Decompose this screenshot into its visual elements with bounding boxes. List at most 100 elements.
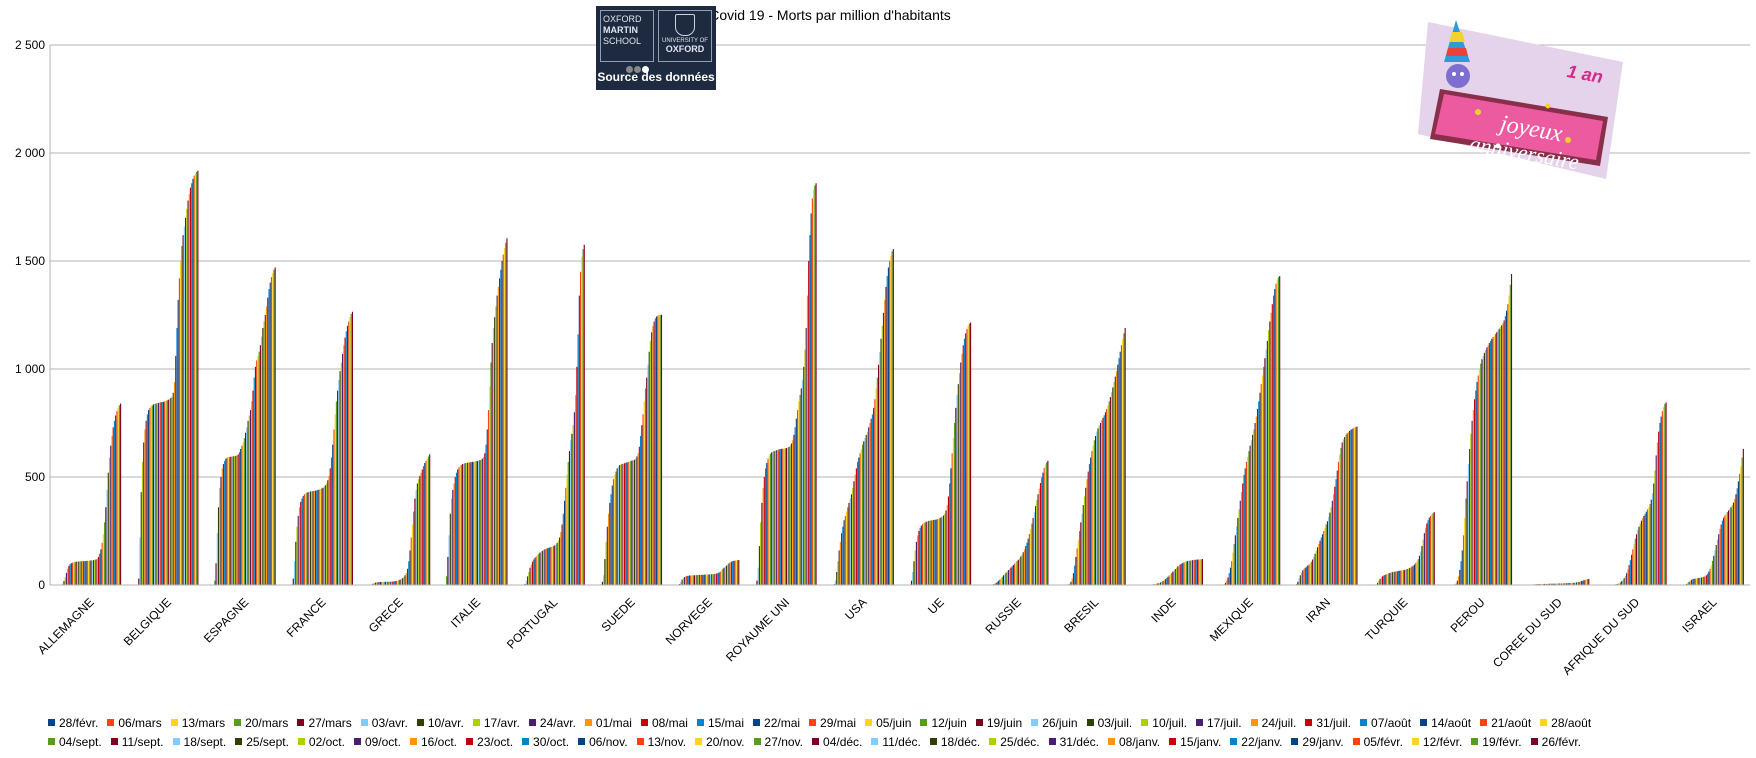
legend-item: 30/oct. <box>522 735 569 749</box>
bar-2-25 <box>241 445 243 585</box>
bar-9-19 <box>774 450 776 585</box>
bar-5-52 <box>506 238 508 585</box>
bar-1-32 <box>172 392 174 585</box>
bar-2-31 <box>248 415 250 585</box>
legend-swatch <box>1141 719 1149 726</box>
bar-3-10 <box>300 501 302 585</box>
bar-8-33 <box>714 573 716 585</box>
bar-10-7 <box>837 561 839 585</box>
bar-21-36 <box>1723 517 1725 585</box>
bar-3-25 <box>318 489 320 585</box>
bar-7-52 <box>660 314 663 585</box>
legend-label: 03/avr. <box>371 716 408 730</box>
bar-9-4 <box>756 580 758 585</box>
bar-13-42 <box>1112 387 1114 585</box>
bar-5-30 <box>479 460 481 585</box>
bar-10-18 <box>850 494 853 585</box>
y-tick-label: 0 <box>38 578 45 592</box>
bar-13-44 <box>1114 376 1116 585</box>
bar-8-4 <box>679 583 681 585</box>
bar-8-50 <box>735 560 737 585</box>
bar-0-21 <box>81 561 83 585</box>
bar-12-18 <box>1005 572 1007 585</box>
bar-7-35 <box>640 435 642 585</box>
x-category-label: USA <box>842 595 869 622</box>
bar-18-49 <box>1507 304 1509 585</box>
party-hat-icon <box>1444 20 1470 88</box>
legend-swatch <box>695 738 703 745</box>
bar-1-28 <box>167 399 169 585</box>
bar-6-43 <box>572 425 574 585</box>
bar-6-28 <box>554 545 556 585</box>
bar-9-38 <box>798 401 800 585</box>
bar-19-48 <box>1583 580 1585 585</box>
bar-2-38 <box>257 356 259 585</box>
bar-20-16 <box>1621 581 1623 585</box>
bar-18-7 <box>1455 583 1457 585</box>
bar-7-47 <box>654 318 656 585</box>
bar-11-37 <box>951 453 953 585</box>
bar-3-46 <box>344 337 346 585</box>
bar-17-27 <box>1402 570 1405 585</box>
bar-1-15 <box>151 405 153 585</box>
bar-12-10 <box>995 582 997 585</box>
bar-20-14 <box>1618 583 1620 585</box>
bar-8-25 <box>704 574 707 585</box>
bar-16-17 <box>1313 556 1315 585</box>
bar-4-50 <box>426 458 428 585</box>
legend-label: 12/févr. <box>1422 735 1463 749</box>
bar-12-16 <box>1002 575 1005 585</box>
bar-17-39 <box>1417 559 1419 585</box>
bar-16-26 <box>1324 527 1326 585</box>
bar-6-5 <box>525 580 527 585</box>
bars <box>60 170 1744 586</box>
oxford-martin-logo[interactable]: OXFORD MARTIN SCHOOL UNIVERSITY OF OXFOR… <box>596 6 716 90</box>
bar-6-26 <box>551 546 553 585</box>
bar-11-51 <box>968 323 970 585</box>
bar-15-48 <box>1274 289 1276 585</box>
bar-17-11 <box>1383 575 1385 585</box>
bar-4-37 <box>410 537 412 585</box>
bar-5-23 <box>470 462 472 585</box>
bar-13-13 <box>1076 548 1078 585</box>
bar-13-47 <box>1118 358 1120 585</box>
bar-2-42 <box>262 327 264 585</box>
bar-2-21 <box>236 455 238 585</box>
bar-14-22 <box>1164 579 1167 585</box>
bar-19-45 <box>1579 581 1581 585</box>
bar-8-49 <box>734 560 736 585</box>
legend-swatch <box>865 719 873 726</box>
bar-8-37 <box>719 571 721 585</box>
bar-1-12 <box>148 410 150 585</box>
bar-16-39 <box>1340 447 1342 585</box>
bar-5-32 <box>481 458 483 585</box>
legend-label: 13/mars <box>181 716 226 730</box>
bar-12-39 <box>1031 523 1033 585</box>
bar-7-12 <box>611 485 613 585</box>
bar-17-19 <box>1393 571 1395 585</box>
bar-12-38 <box>1030 529 1032 585</box>
y-tick-label: 2 500 <box>15 38 45 52</box>
bar-15-9 <box>1226 580 1228 585</box>
bar-13-39 <box>1108 401 1110 585</box>
bar-3-36 <box>332 444 334 585</box>
legend-label: 18/déc. <box>940 735 981 749</box>
bar-5-27 <box>475 461 477 585</box>
bar-8-10 <box>686 575 688 585</box>
bar-10-15 <box>847 507 849 585</box>
bar-21-42 <box>1730 507 1732 585</box>
bar-1-29 <box>168 398 171 585</box>
bar-0-15 <box>74 561 76 585</box>
bar-11-10 <box>918 531 920 585</box>
bar-20-23 <box>1629 560 1631 585</box>
bar-1-8 <box>143 442 145 585</box>
bar-3-14 <box>305 493 307 585</box>
bar-21-14 <box>1695 578 1698 585</box>
legend-swatch <box>353 738 361 745</box>
bar-16-30 <box>1329 512 1331 585</box>
legend-swatch <box>48 738 55 745</box>
bar-1-23 <box>161 402 163 585</box>
bar-12-15 <box>1001 576 1003 585</box>
legend-label: 06/nov. <box>589 735 628 749</box>
bar-2-6 <box>217 507 220 585</box>
